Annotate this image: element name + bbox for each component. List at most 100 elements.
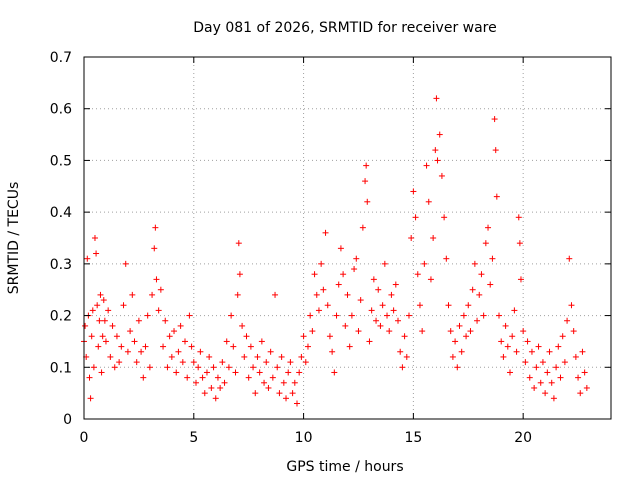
- data-point: [146, 364, 153, 371]
- data-point: [397, 348, 404, 355]
- x-tick-label: 10: [295, 430, 313, 446]
- data-point: [278, 353, 285, 360]
- data-point: [425, 198, 432, 205]
- data-point: [280, 379, 287, 386]
- grid-lines: [84, 57, 611, 419]
- data-point: [363, 162, 370, 169]
- data-point: [421, 260, 428, 267]
- data-point: [416, 302, 423, 309]
- data-point: [522, 359, 529, 366]
- data-point: [366, 338, 373, 345]
- data-point: [471, 260, 478, 267]
- x-axis-label: GPS time / hours: [286, 459, 403, 475]
- data-point: [265, 384, 272, 391]
- data-point: [535, 343, 542, 350]
- data-point: [109, 322, 116, 329]
- data-point: [173, 369, 180, 376]
- y-axis-label: SRMTID / TECUs: [6, 182, 22, 295]
- data-point: [309, 328, 316, 335]
- data-point: [151, 245, 158, 252]
- data-point: [405, 312, 412, 319]
- data-point: [353, 255, 360, 262]
- data-point: [432, 147, 439, 154]
- data-point: [217, 384, 224, 391]
- x-tick-label: 0: [80, 430, 89, 446]
- data-point: [478, 271, 485, 278]
- data-point: [335, 281, 342, 288]
- data-point: [152, 224, 159, 231]
- data-point: [267, 348, 274, 355]
- data-points: [81, 95, 590, 407]
- data-point: [105, 307, 112, 314]
- data-point: [100, 297, 107, 304]
- data-point: [247, 343, 254, 350]
- data-point: [234, 291, 241, 298]
- data-point: [433, 95, 440, 102]
- data-point: [333, 312, 340, 319]
- data-point: [445, 302, 452, 309]
- data-point: [122, 260, 129, 267]
- data-point: [210, 364, 217, 371]
- data-point: [133, 359, 140, 366]
- data-point: [144, 312, 151, 319]
- data-point: [485, 224, 492, 231]
- data-point: [182, 338, 189, 345]
- data-point: [531, 384, 538, 391]
- data-point: [403, 353, 410, 360]
- data-point: [362, 178, 369, 185]
- data-point: [252, 390, 259, 397]
- data-point: [149, 291, 156, 298]
- y-tick-label: 0.1: [50, 360, 72, 376]
- data-point: [381, 260, 388, 267]
- data-point: [438, 172, 445, 179]
- data-point: [537, 379, 544, 386]
- data-point: [177, 322, 184, 329]
- data-point: [375, 286, 382, 293]
- data-point: [344, 291, 351, 298]
- data-point: [324, 302, 331, 309]
- data-point: [223, 338, 230, 345]
- data-point: [351, 266, 358, 273]
- axes: 0 0.1 0.2 0.3 0.4 0.5 0.6 0.7 0 5 10 15 20: [50, 50, 611, 446]
- data-point: [86, 374, 93, 381]
- data-point: [516, 240, 523, 247]
- data-point: [342, 322, 349, 329]
- data-point: [274, 364, 281, 371]
- data-point: [97, 291, 104, 298]
- data-point: [131, 338, 138, 345]
- data-point: [95, 343, 102, 350]
- data-point: [456, 322, 463, 329]
- data-point: [581, 369, 588, 376]
- data-point: [235, 240, 242, 247]
- data-point: [254, 353, 261, 360]
- data-point: [142, 343, 149, 350]
- data-point: [195, 364, 202, 371]
- data-point: [566, 255, 573, 262]
- data-point: [160, 343, 167, 350]
- data-point: [346, 343, 353, 350]
- data-point: [443, 255, 450, 262]
- data-point: [513, 348, 520, 355]
- data-point: [524, 338, 531, 345]
- data-point: [102, 338, 109, 345]
- y-tick-label: 0.7: [50, 50, 72, 66]
- data-point: [256, 369, 263, 376]
- data-point: [320, 286, 327, 293]
- data-point: [449, 353, 456, 360]
- x-tick-label: 15: [404, 430, 422, 446]
- data-point: [511, 307, 518, 314]
- data-point: [184, 374, 191, 381]
- data-point: [410, 188, 417, 195]
- data-point: [412, 214, 419, 221]
- data-point: [465, 302, 472, 309]
- data-point: [469, 286, 476, 293]
- data-point: [460, 312, 467, 319]
- data-point: [496, 312, 503, 319]
- y-tick-label: 0: [63, 412, 72, 428]
- data-point: [564, 317, 571, 324]
- data-point: [579, 348, 586, 355]
- data-point: [232, 369, 239, 376]
- data-point: [188, 343, 195, 350]
- data-point: [452, 338, 459, 345]
- data-point: [285, 369, 292, 376]
